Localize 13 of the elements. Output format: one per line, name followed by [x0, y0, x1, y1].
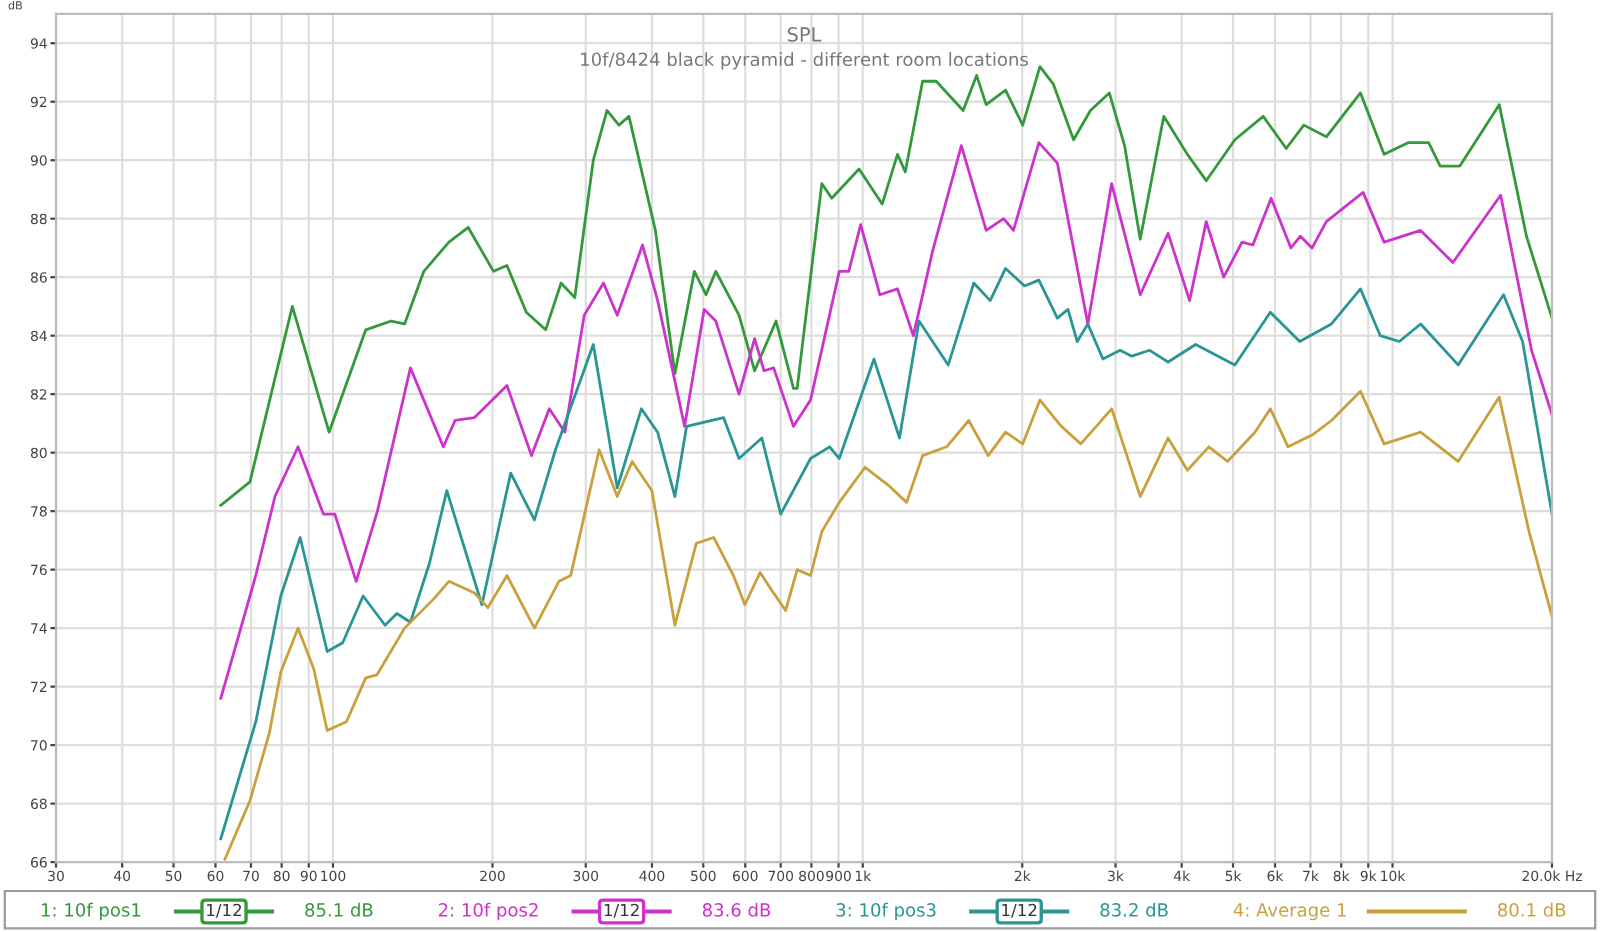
text: 1: 10f pos1	[41, 902, 141, 921]
text: 83.2 dB	[1100, 902, 1168, 917]
text: 85.1 dB	[305, 902, 373, 917]
text: 4: Average 1	[1233, 903, 1346, 921]
text: 80.1 dB	[1498, 902, 1566, 917]
text: 83.6 dB	[702, 902, 771, 917]
text: 1/12	[1002, 903, 1037, 918]
text: SPL	[787, 27, 822, 42]
text: 1/12	[604, 903, 639, 918]
text: 3: 10f pos3	[836, 902, 936, 921]
text: 10f/8424 black pyramid - different room locations	[581, 52, 1028, 70]
text: 2: 10f pos2	[438, 902, 538, 921]
text: 1/12	[207, 903, 242, 918]
